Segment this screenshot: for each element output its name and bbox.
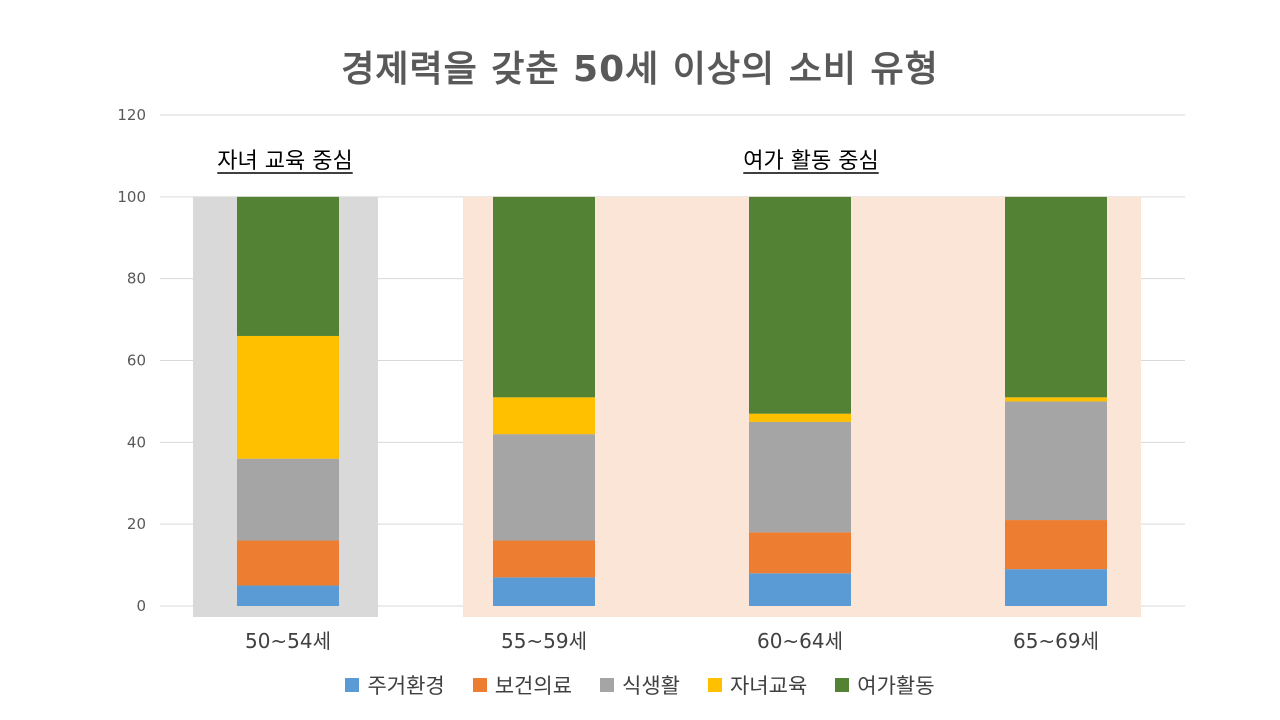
y-tick-label: 40 xyxy=(127,433,146,451)
bar-segment xyxy=(237,585,339,606)
bar-segment xyxy=(493,540,595,578)
group-label: 자녀 교육 중심 xyxy=(217,149,352,174)
bar-segment xyxy=(749,421,851,533)
legend-swatch xyxy=(472,678,487,692)
x-tick-label: 60~64세 xyxy=(757,629,843,653)
y-tick-label: 100 xyxy=(117,188,146,206)
bar-segment xyxy=(493,196,595,398)
bar-segment xyxy=(749,532,851,574)
bar-segment xyxy=(749,196,851,414)
bar-segment xyxy=(237,540,339,586)
y-tick-label: 120 xyxy=(117,106,146,124)
chart-legend: 주거환경 보건의료 식생활 자녀교육 여가활동 xyxy=(0,670,1280,700)
legend-item: 보건의료 xyxy=(472,670,573,700)
group-label: 여가 활동 중심 xyxy=(743,149,878,174)
bar-segment xyxy=(1005,520,1107,570)
y-tick-label: 60 xyxy=(127,352,146,370)
x-tick-label: 50~54세 xyxy=(245,629,331,653)
legend-item: 주거환경 xyxy=(345,670,445,700)
chart-title: 경제력을 갖춘 50세 이상의 소비 유형 xyxy=(341,49,939,90)
bar-segment xyxy=(749,573,851,606)
legend-swatch xyxy=(345,678,360,692)
legend-label: 식생활 xyxy=(622,674,680,698)
legend-item: 자녀교육 xyxy=(707,670,808,700)
legend-item: 여가활동 xyxy=(835,670,935,700)
bar-segment xyxy=(1005,196,1107,398)
y-tick-label: 0 xyxy=(136,597,146,615)
x-tick-label: 65~69세 xyxy=(1013,629,1099,653)
legend-label: 여가활동 xyxy=(857,674,935,698)
x-tick-label: 55~59세 xyxy=(501,629,587,653)
bar-segment xyxy=(237,196,339,336)
legend-label: 보건의료 xyxy=(494,674,573,698)
bar-segment xyxy=(749,413,851,422)
legend-label: 자녀교육 xyxy=(729,674,808,698)
chart-plot: 0 20 40 60 80 100 120 50~54세 55~59세 60~64세 65~69세 자… xyxy=(117,106,1185,653)
bar-segment xyxy=(237,335,339,459)
bar-segment xyxy=(237,458,339,541)
y-tick-label: 20 xyxy=(127,515,146,533)
legend-swatch xyxy=(600,678,615,692)
bar-segment xyxy=(493,434,595,541)
legend-item: 식생활 xyxy=(600,670,680,700)
bar-segment xyxy=(1005,569,1107,606)
bar-segment xyxy=(493,577,595,606)
legend-label: 주거환경 xyxy=(367,674,445,698)
bar-segment xyxy=(1005,401,1107,521)
bar-segment xyxy=(493,397,595,435)
bar-segment xyxy=(1005,397,1107,402)
legend-swatch xyxy=(707,678,722,692)
legend-swatch xyxy=(835,678,850,692)
y-tick-label: 80 xyxy=(127,270,146,288)
